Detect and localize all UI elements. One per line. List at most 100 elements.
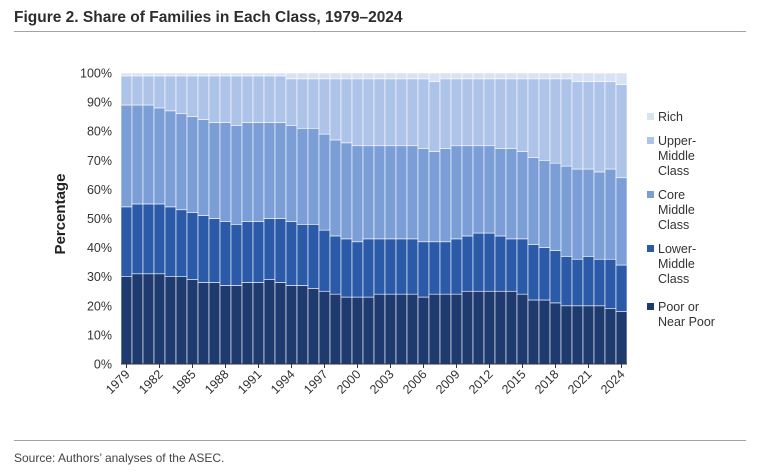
y-tick-label: 10% <box>87 328 112 342</box>
bar-segment-poor-1997 <box>318 290 331 365</box>
stacked-bar-chart: 0%10%20%30%40%50%60%70%80%90%100% 1979 19… <box>52 67 715 397</box>
y-tick-label: 20% <box>87 299 112 313</box>
bar-segment-upper_middle-1987 <box>208 75 221 123</box>
bar-segment-poor-2000 <box>351 296 364 365</box>
bar-segment-lower_middle-2023 <box>604 258 617 310</box>
bar-segment-upper_middle-1981 <box>142 75 155 106</box>
bar-segment-core_middle-2003 <box>384 145 397 240</box>
bar-segment-lower_middle-2010 <box>461 235 474 292</box>
x-tick-label: 2003 <box>367 367 397 397</box>
bar-segment-poor-2003 <box>384 293 397 365</box>
bar-segment-rich-1985 <box>186 72 199 77</box>
bar-segment-upper_middle-1982 <box>153 75 166 109</box>
bar-segment-upper_middle-2020 <box>571 81 584 170</box>
bar-segment-core_middle-2014 <box>505 148 518 240</box>
bar-segment-upper_middle-2018 <box>549 78 562 164</box>
bar-segment-upper_middle-2006 <box>417 78 430 149</box>
bar-segment-rich-2021 <box>582 72 595 83</box>
x-tick-label: 1997 <box>301 367 331 397</box>
bar-segment-poor-1998 <box>329 293 342 365</box>
bar-segment-lower_middle-1987 <box>208 218 221 283</box>
bar-segment-core_middle-2011 <box>472 145 485 234</box>
bar-segment-poor-2018 <box>549 302 562 365</box>
legend-swatch-rich <box>647 113 654 120</box>
x-tick-label: 1988 <box>202 367 232 397</box>
bar-segment-core_middle-2004 <box>395 145 408 240</box>
bar-segment-rich-1984 <box>175 72 188 77</box>
bar-segment-poor-1986 <box>197 282 210 365</box>
x-tick-label: 2018 <box>532 367 562 397</box>
bar-segment-lower_middle-1998 <box>329 235 342 295</box>
bar-segment-poor-2023 <box>604 308 617 365</box>
bar-segment-core_middle-1997 <box>318 133 331 231</box>
bar-segment-rich-1995 <box>296 72 309 80</box>
bar-segment-rich-2017 <box>538 72 551 80</box>
bar-segment-lower_middle-1980 <box>131 203 144 275</box>
bar-segment-lower_middle-2013 <box>494 235 507 292</box>
source-note: Source: Authors’ analyses of the ASEC. <box>14 451 225 465</box>
bar-segment-lower_middle-2007 <box>428 241 441 295</box>
bar-segment-poor-2019 <box>560 305 573 365</box>
legend-swatch-lower_middle <box>647 245 654 252</box>
bar-segment-rich-2010 <box>461 72 474 80</box>
bar-segment-lower_middle-1979 <box>120 206 133 277</box>
bar-segment-rich-2019 <box>560 72 573 80</box>
bar-segment-upper_middle-1998 <box>329 78 342 141</box>
bar-segment-poor-1995 <box>296 285 309 365</box>
legend-label-core_middle: Middle <box>658 203 695 217</box>
bar-segment-lower_middle-1985 <box>186 212 199 280</box>
bar-segment-lower_middle-2017 <box>538 247 551 301</box>
bar-segment-core_middle-2015 <box>516 151 529 240</box>
bar-segment-lower_middle-1986 <box>197 215 210 283</box>
bar-segment-upper_middle-2022 <box>593 81 606 173</box>
bar-segment-poor-1996 <box>307 288 320 365</box>
bar-segment-rich-2007 <box>428 72 441 83</box>
bar-segment-lower_middle-2008 <box>439 241 452 295</box>
y-tick-label: 90% <box>87 96 112 110</box>
bar-segment-poor-2012 <box>483 290 496 365</box>
bar-segment-rich-1991 <box>252 72 265 77</box>
bar-segment-upper_middle-1997 <box>318 78 331 135</box>
bar-segment-upper_middle-1989 <box>230 75 243 126</box>
x-tick-label: 1979 <box>103 367 133 397</box>
bar-segment-core_middle-1993 <box>274 122 287 219</box>
bar-segment-upper_middle-1993 <box>274 75 287 123</box>
bar-segment-core_middle-2007 <box>428 151 441 243</box>
bar-segment-upper_middle-1984 <box>175 75 188 115</box>
bar-segment-core_middle-2024 <box>615 177 628 266</box>
bar-segment-core_middle-1996 <box>307 127 320 225</box>
bar-segment-upper_middle-1999 <box>340 78 353 144</box>
bar-segment-poor-1992 <box>263 279 276 365</box>
bar-segment-core_middle-2018 <box>549 162 562 251</box>
bar-segment-lower_middle-2019 <box>560 256 573 307</box>
bar-segment-upper_middle-2019 <box>560 78 573 167</box>
bar-segment-upper_middle-2010 <box>461 78 474 147</box>
bar-segment-lower_middle-1989 <box>230 224 243 286</box>
bar-segment-poor-2005 <box>406 293 419 365</box>
bar-segment-core_middle-1999 <box>340 142 353 240</box>
bar-segment-core_middle-2017 <box>538 160 551 248</box>
bar-segment-rich-2012 <box>483 72 496 80</box>
bar-segment-rich-1999 <box>340 72 353 80</box>
bar-segment-poor-2001 <box>362 296 375 365</box>
bar-segment-core_middle-1983 <box>164 110 177 208</box>
bar-segment-lower_middle-2004 <box>395 238 408 295</box>
y-tick-label: 100% <box>80 67 112 81</box>
bar-segment-poor-2011 <box>472 290 485 365</box>
bar-segment-poor-2024 <box>615 311 628 365</box>
bar-segment-upper_middle-2023 <box>604 81 617 170</box>
bar-segment-lower_middle-2001 <box>362 238 375 298</box>
y-tick-label: 40% <box>87 241 112 255</box>
bar-segment-lower_middle-1984 <box>175 209 188 278</box>
bar-segment-upper_middle-1980 <box>131 75 144 106</box>
bar-segment-core_middle-1980 <box>131 104 144 205</box>
bar-segment-upper_middle-2011 <box>472 78 485 147</box>
bar-segment-poor-1982 <box>153 273 166 365</box>
bar-segment-core_middle-2001 <box>362 145 375 240</box>
bar-segment-rich-2016 <box>527 72 540 80</box>
bar-segment-poor-2007 <box>428 293 441 365</box>
x-tick-label: 2024 <box>598 367 628 397</box>
bar-segment-lower_middle-1988 <box>219 221 232 286</box>
bar-segment-poor-1990 <box>241 282 254 365</box>
y-tick-label: 30% <box>87 270 112 284</box>
